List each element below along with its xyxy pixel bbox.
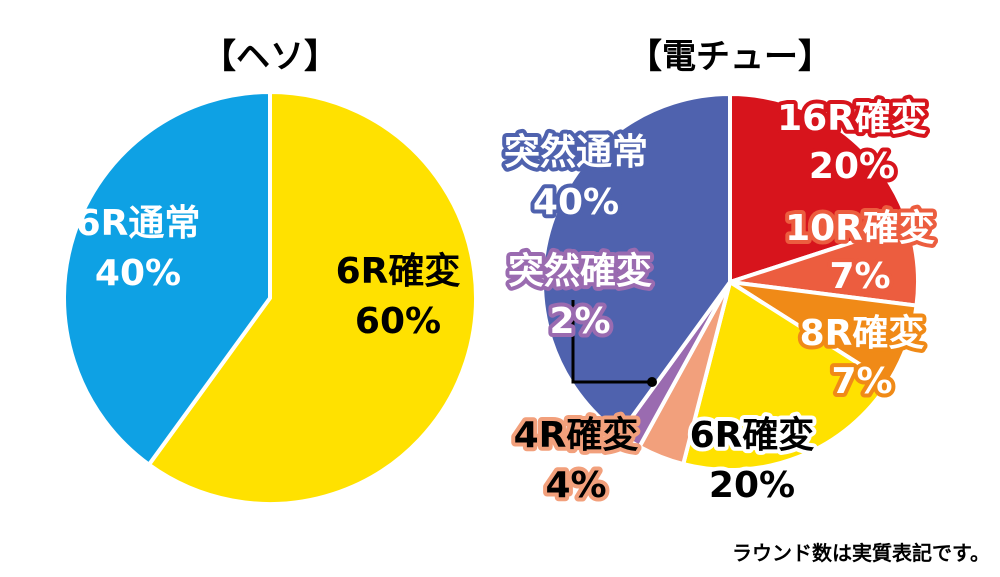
denchu-label-totsuzen-kakuhen-value: 2% xyxy=(549,301,610,342)
heso-label-6r-kakuhen-value: 60% xyxy=(355,301,441,342)
denchu-label-6r-kakuhen-name: 6R確変 xyxy=(690,414,815,456)
denchu-label-totsuzen-kakuhen: 突然確変 2% xyxy=(504,246,656,346)
heso-chart-title: 【ヘソ】 xyxy=(202,37,338,77)
heso-label-6r-kakuhen-name: 6R確変 xyxy=(336,250,461,292)
denchu-slice-3 xyxy=(681,280,891,472)
denchu-label-10r-kakuhen: 10R確変 7% xyxy=(781,203,939,301)
denchu-label-totsuzen-tsujo: 突然通常 40% xyxy=(500,127,652,227)
denchu-label-16r-kakuhen-name: 16R確変 xyxy=(777,97,927,139)
heso-label-6r-tsujo-name: 6R通常 xyxy=(76,203,201,244)
leader-line xyxy=(571,300,652,384)
denchu-label-16r-kakuhen: 16R確変 20% xyxy=(773,93,931,191)
denchu-label-16r-kakuhen-value: 20% xyxy=(809,146,895,187)
denchu-pie-chart: 【電チュー】 16R確変 20% 10R確変 7% 8R確変 7% 6R確変 2… xyxy=(500,37,939,510)
denchu-label-totsuzen-tsujo-value: 40% xyxy=(533,182,619,223)
denchu-label-4r-kakuhen: 4R確変 4% xyxy=(510,410,643,510)
denchu-label-8r-kakuhen: 8R確変 7% xyxy=(796,308,929,406)
denchu-label-8r-kakuhen-value: 7% xyxy=(831,361,892,402)
heso-slice-1 xyxy=(62,90,272,467)
denchu-slices xyxy=(540,92,920,472)
leader-dot xyxy=(647,377,657,387)
denchu-label-6r-kakuhen-value: 20% xyxy=(709,465,795,506)
heso-pie-chart: 【ヘソ】 6R確変 60% 6R通常 40% xyxy=(62,37,478,506)
denchu-label-4r-kakuhen-name: 4R確変 xyxy=(514,414,639,456)
denchu-label-totsuzen-tsujo-name: 突然通常 xyxy=(504,131,648,173)
denchu-label-10r-kakuhen-value: 7% xyxy=(829,256,890,297)
denchu-slice-6 xyxy=(540,92,732,437)
denchu-label-6r-kakuhen: 6R確変 20% xyxy=(686,410,819,510)
footnote: ラウンド数は実質表記です。 xyxy=(732,541,990,565)
heso-slice-0 xyxy=(146,90,478,506)
denchu-label-4r-kakuhen-value: 4% xyxy=(545,465,606,506)
denchu-label-totsuzen-kakuhen-name: 突然確変 xyxy=(508,250,652,292)
denchu-label-10r-kakuhen-name: 10R確変 xyxy=(785,207,935,249)
denchu-slice-0 xyxy=(728,92,911,284)
heso-label-6r-kakuhen: 6R確変 60% xyxy=(336,250,461,342)
denchu-label-8r-kakuhen-name: 8R確変 xyxy=(800,312,925,354)
heso-slices xyxy=(62,90,478,506)
heso-label-6r-tsujo-value: 40% xyxy=(95,253,181,294)
denchu-chart-title: 【電チュー】 xyxy=(628,37,832,77)
heso-label-6r-tsujo: 6R通常 40% xyxy=(76,203,201,294)
